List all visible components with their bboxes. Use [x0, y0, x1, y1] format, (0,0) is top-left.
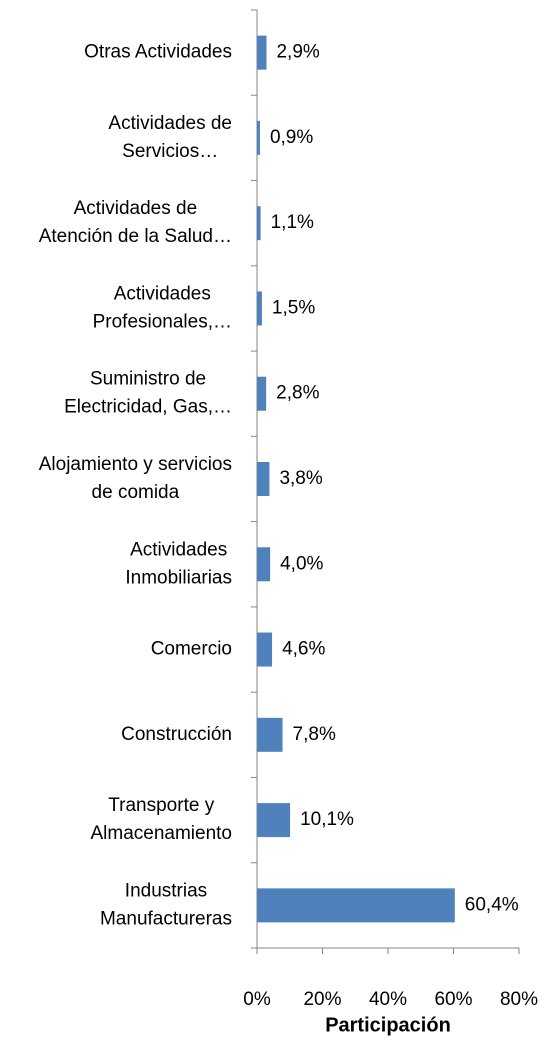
- bar: [257, 462, 270, 496]
- x-tick-label: 20%: [303, 989, 341, 1010]
- y-tick-label: Actividades Inmobiliarias: [125, 539, 232, 588]
- bar: [257, 803, 291, 838]
- value-label: 1,1%: [271, 212, 314, 233]
- bar: [257, 206, 261, 241]
- y-tick-label: Actividades de Servicios…: [108, 113, 232, 162]
- bar: [257, 376, 267, 411]
- x-tick-label: 80%: [500, 989, 538, 1010]
- bar: [257, 35, 267, 70]
- value-label: 7,8%: [293, 724, 336, 745]
- value-label: 2,8%: [276, 383, 319, 404]
- value-label: 1,5%: [272, 297, 315, 318]
- value-label: 4,6%: [282, 639, 325, 660]
- bar: [257, 547, 271, 582]
- y-tick-label: Actividades Profesionales,…: [93, 283, 232, 332]
- y-tick-label: Suministro de Electricidad, Gas,…: [64, 369, 232, 418]
- y-tick-label: Industrias Manufactureras: [100, 880, 232, 929]
- bar: [257, 717, 283, 752]
- y-tick-label: Otras Actividades: [84, 42, 232, 63]
- bar: [257, 120, 260, 155]
- x-tick-label: 0%: [243, 989, 271, 1010]
- value-label: 60,4%: [465, 894, 519, 915]
- value-label: 0,9%: [270, 127, 313, 148]
- y-tick-label: Alojamiento y servicios de comida: [39, 454, 232, 503]
- value-label: 2,9%: [276, 42, 319, 63]
- bar: [257, 291, 262, 326]
- y-tick-label: Transporte y Almacenamiento: [90, 795, 232, 844]
- value-label: 4,0%: [280, 553, 323, 574]
- bar: [257, 888, 455, 923]
- bar: [257, 632, 273, 667]
- value-label: 3,8%: [279, 468, 322, 489]
- value-label: 10,1%: [300, 809, 354, 830]
- x-tick-label: 60%: [434, 989, 472, 1010]
- x-tick-label: 40%: [369, 989, 407, 1010]
- y-tick-label: Construcción: [121, 724, 232, 745]
- y-tick-label: Comercio: [151, 639, 232, 660]
- y-tick-label: Actividades de Atención de la Salud…: [39, 198, 232, 247]
- x-axis-title: Participación: [325, 1014, 451, 1036]
